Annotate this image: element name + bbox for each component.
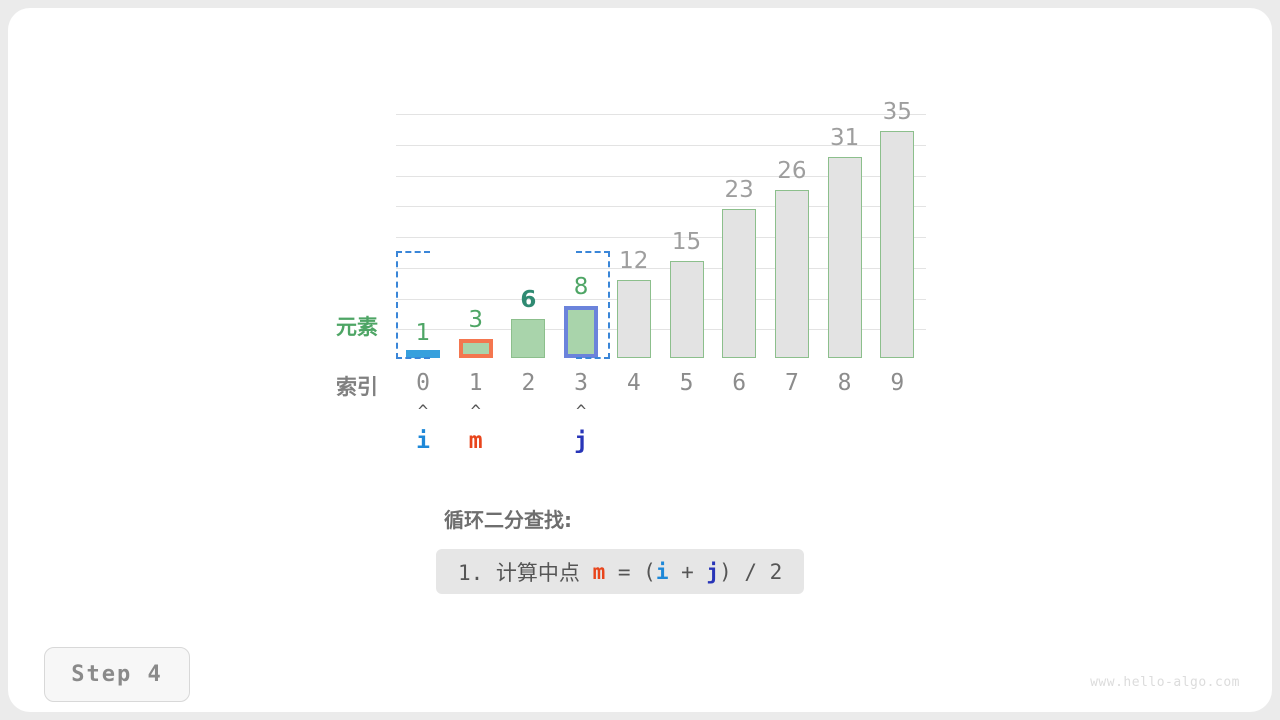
gridline [396, 267, 926, 269]
value-label-3: 8 [573, 274, 589, 300]
code-token-j: j [706, 559, 720, 584]
watermark: www.hello-algo.com [1090, 675, 1240, 690]
bar-0 [406, 350, 440, 358]
bar-8 [827, 157, 862, 358]
value-label-0: 1 [415, 320, 431, 346]
bar-7 [774, 190, 809, 358]
bar-1 [458, 339, 493, 358]
pointer-label-i: i [416, 428, 430, 454]
value-label-6: 23 [724, 177, 754, 203]
gridline [396, 206, 926, 208]
pointer-label-m: m [468, 428, 483, 454]
index-label-5: 5 [679, 370, 694, 396]
value-label-8: 31 [829, 125, 860, 151]
index-label-0: 0 [416, 370, 430, 396]
gridline [396, 114, 926, 115]
bar-5 [669, 261, 704, 358]
pointer-caret-m: ^ [470, 402, 481, 422]
gridline [396, 175, 926, 177]
search-range-bracket [396, 251, 610, 359]
bar-9 [880, 131, 915, 358]
value-label-9: 35 [882, 99, 912, 125]
code-token-i: i [655, 559, 669, 584]
gridline [396, 298, 926, 300]
step-badge: Step 4 [44, 647, 190, 702]
code-plus: + [668, 559, 707, 584]
row-label-indices: 索引 [336, 375, 378, 399]
value-label-7: 26 [777, 158, 807, 184]
pointer-caret-i: ^ [417, 402, 429, 422]
gridline [396, 144, 926, 146]
pointer-label-j: j [574, 428, 589, 454]
code-prefix: 1. 计算中点 [458, 560, 593, 585]
value-label-4: 12 [619, 248, 649, 274]
index-label-3: 3 [574, 370, 589, 396]
diagram-canvas: 元素 索引 循环二分查找: 1. 计算中点 m = (i + j) / 2 St… [8, 8, 1272, 712]
index-label-6: 6 [732, 370, 747, 396]
bracket-bottom-right [576, 357, 610, 359]
bracket-bottom-left [396, 357, 430, 359]
bar-6 [722, 209, 757, 358]
bar-3 [564, 306, 599, 358]
gridline [396, 329, 926, 331]
gridline [396, 237, 926, 238]
code-suffix: ) / 2 [719, 559, 783, 584]
caption-title: 循环二分查找: [444, 508, 572, 532]
index-label-8: 8 [837, 370, 852, 396]
bar-2 [511, 319, 546, 358]
index-label-9: 9 [890, 370, 905, 396]
code-line: 1. 计算中点 m = (i + j) / 2 [436, 549, 805, 594]
bar-4 [616, 280, 651, 358]
index-label-1: 1 [468, 370, 483, 396]
value-label-2: 6 [520, 287, 537, 313]
code-eq: = ( [605, 559, 656, 584]
index-label-2: 2 [521, 370, 536, 396]
code-token-m: m [592, 559, 606, 584]
value-label-5: 15 [671, 229, 702, 255]
value-label-1: 3 [468, 307, 483, 333]
index-label-7: 7 [784, 370, 799, 396]
index-label-4: 4 [626, 370, 641, 396]
pointer-caret-j: ^ [575, 402, 587, 422]
row-label-elements: 元素 [336, 315, 378, 339]
bar-chart [396, 112, 926, 358]
